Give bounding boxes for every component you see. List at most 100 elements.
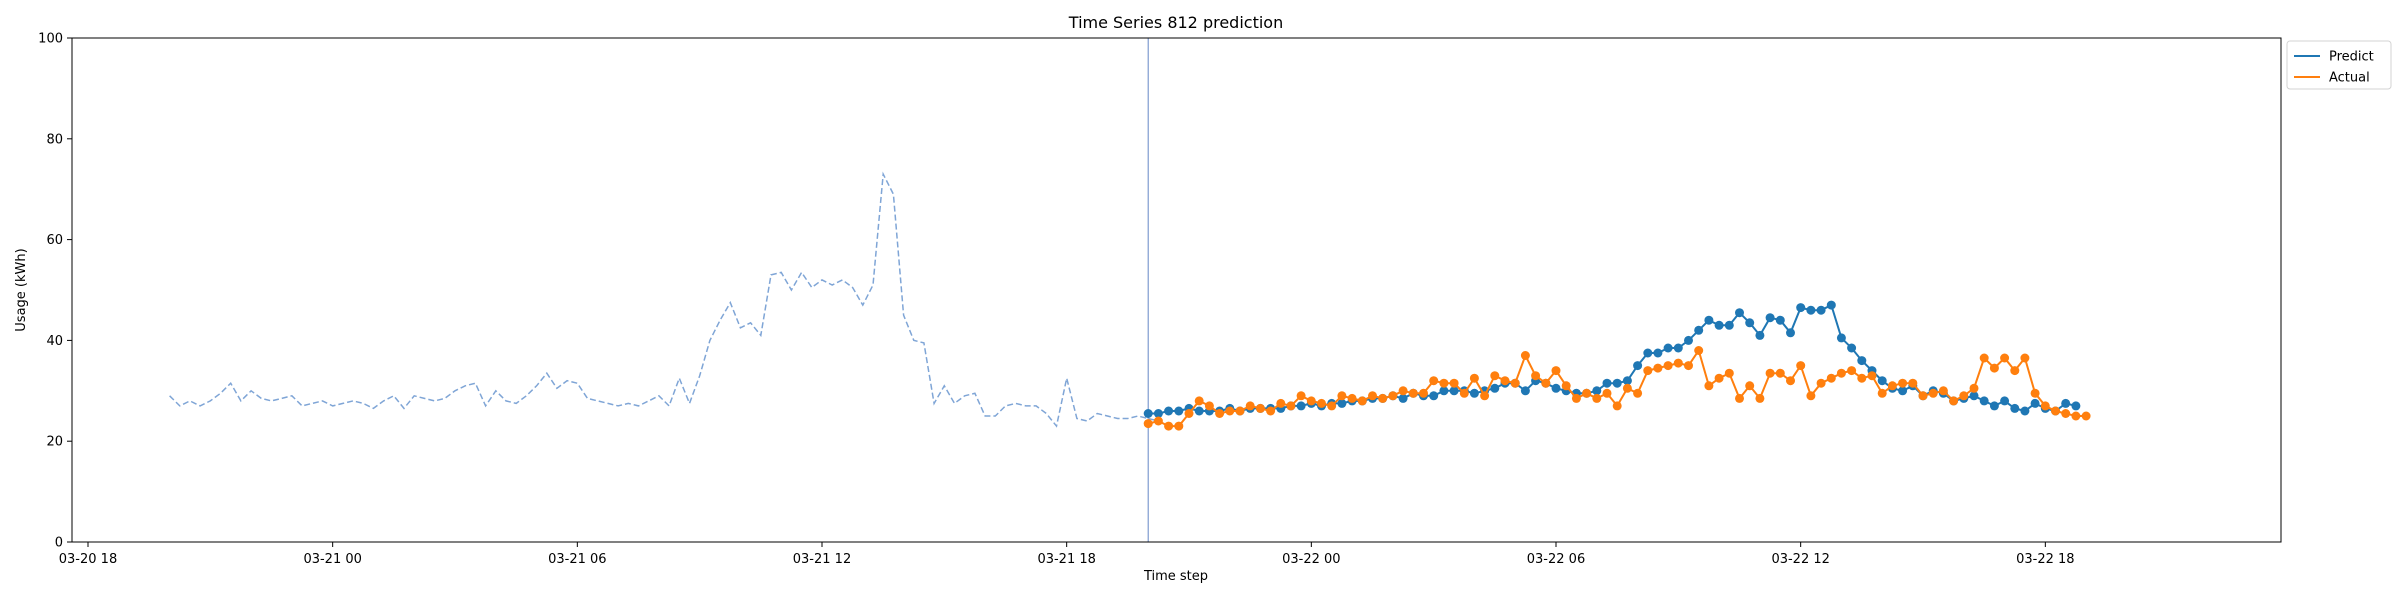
x-tick-label: 03-21 18 (1037, 552, 1095, 567)
history-line (169, 171, 1159, 428)
actual-point (1684, 361, 1693, 371)
predict-point (1612, 378, 1622, 388)
y-tick-label: 60 (46, 233, 63, 248)
actual-legend-label: Actual (2329, 71, 2370, 86)
actual-point (1765, 368, 1775, 378)
actual-point (1266, 406, 1276, 416)
actual-point (1388, 391, 1398, 401)
actual-point (1327, 401, 1337, 411)
actual-point (1398, 386, 1408, 396)
y-tick-label: 20 (46, 435, 63, 450)
actual-point (1745, 381, 1755, 391)
predict-point (1673, 343, 1683, 353)
predict-point (1786, 328, 1795, 338)
predict-point (1704, 315, 1714, 325)
predict-point (1826, 300, 1836, 310)
actual-point (1898, 378, 1908, 388)
actual-point (1449, 378, 1459, 388)
y-tick-label: 0 (55, 536, 63, 551)
actual-point (1459, 388, 1469, 398)
actual-point (2061, 409, 2071, 418)
actual-point (1480, 391, 1490, 401)
x-tick-label: 03-21 12 (793, 552, 851, 567)
actual-point (1928, 388, 1938, 398)
predict-point (1296, 401, 1306, 411)
actual-point (1867, 371, 1877, 381)
actual-point (1357, 396, 1367, 406)
predict-point (1337, 398, 1347, 408)
actual-point (1877, 388, 1887, 398)
predict-point (1745, 318, 1755, 328)
predict-point (1469, 388, 1479, 398)
actual-point (1663, 361, 1673, 371)
actual-point (1633, 388, 1643, 398)
actual-point (1286, 401, 1296, 411)
x-tick-label: 03-20 18 (59, 552, 117, 567)
plot-frame (71, 37, 2282, 543)
x-tick-label: 03-21 06 (548, 552, 606, 567)
predict-point (1143, 409, 1153, 418)
predict-point (1775, 315, 1785, 325)
actual-point (1204, 401, 1214, 411)
actual-point (1500, 376, 1510, 386)
actual-point (1622, 383, 1632, 393)
predict-point (1520, 386, 1530, 396)
actual-point (1979, 353, 1989, 363)
actual-point (1143, 419, 1153, 429)
predict-point (1551, 383, 1561, 393)
predict-point (1979, 396, 1989, 406)
actual-point (1194, 396, 1204, 406)
predict-point (1724, 320, 1734, 330)
actual-point (1643, 366, 1653, 376)
x-tick-label: 03-22 18 (2016, 552, 2074, 567)
predict-point (2071, 401, 2081, 411)
actual-point (1796, 361, 1806, 371)
actual-point (1989, 363, 1999, 373)
x-tick-label: 03-22 12 (1771, 552, 1829, 567)
actual-point (1571, 393, 1581, 403)
predict-point (1633, 361, 1643, 371)
actual-point (1469, 373, 1479, 383)
predict-point (2030, 398, 2040, 408)
actual-point (1531, 371, 1541, 381)
predict-point (1684, 335, 1693, 345)
predict-point (1490, 383, 1500, 393)
actual-point (1153, 416, 1163, 426)
predict-point (1194, 406, 1204, 416)
actual-point (1704, 381, 1714, 391)
actual-point (1184, 409, 1194, 418)
actual-point (1826, 373, 1836, 383)
actual-point (1857, 373, 1867, 383)
actual-point (1520, 351, 1530, 360)
predict-point (1765, 313, 1775, 323)
actual-point (1847, 366, 1857, 376)
x-tick-label: 03-22 06 (1527, 552, 1585, 567)
actual-point (1164, 421, 1174, 431)
predict-point (1592, 386, 1602, 396)
x-tick-label: 03-21 00 (303, 552, 361, 567)
predict-point (1796, 303, 1806, 313)
chart-title: Time Series 812 prediction (1068, 13, 1283, 32)
actual-point (1714, 373, 1724, 383)
actual-point (1786, 376, 1795, 386)
actual-point (1215, 409, 1225, 418)
actual-point (1551, 366, 1561, 376)
actual-point (1959, 391, 1969, 401)
actual-point (1775, 368, 1785, 378)
actual-point (1510, 378, 1520, 388)
predict-point (1429, 391, 1439, 401)
actual-point (1337, 391, 1347, 401)
predict-point (2010, 403, 2020, 413)
y-tick-label: 80 (46, 132, 63, 147)
actual-point (2040, 401, 2050, 411)
predict-point (1847, 343, 1857, 353)
actual-point (1735, 393, 1744, 403)
predict-point (1714, 320, 1724, 330)
actual-point (1296, 391, 1306, 401)
predict-point (1735, 308, 1744, 318)
actual-point (1235, 406, 1245, 416)
actual-point (1969, 383, 1979, 393)
predict-point (1602, 378, 1612, 388)
